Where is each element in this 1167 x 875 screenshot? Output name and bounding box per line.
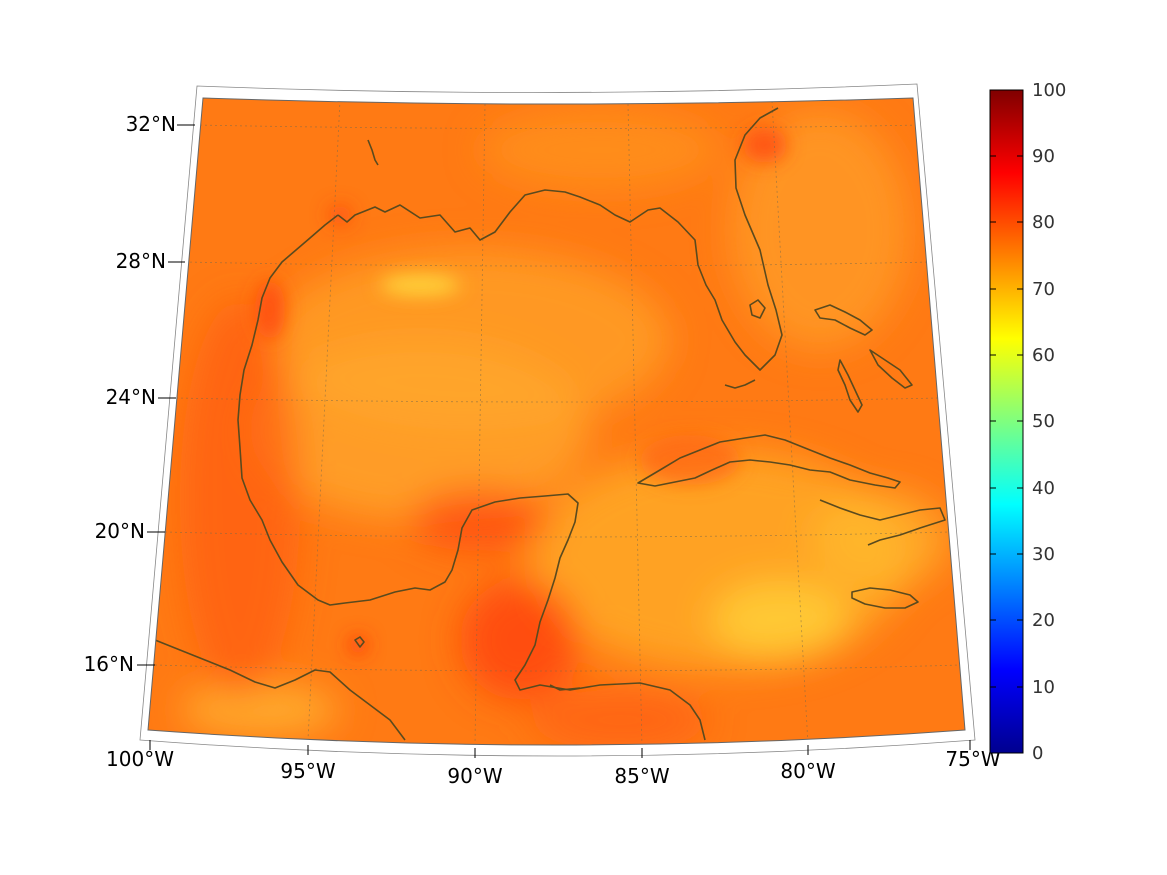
map-frame-outer [139,83,976,757]
latitude-labels: 32°N 28°N 24°N 20°N 16°N [84,112,176,676]
graticule [154,99,961,745]
lat-label-32: 32°N [126,112,176,136]
colorbar-tick-labels: 100 90 80 70 60 50 40 30 20 10 0 [1032,80,1066,764]
colorbar-ticks [990,155,1023,688]
colorbar-label-10: 10 [1032,677,1055,698]
colorbar: 100 90 80 70 60 50 40 30 20 10 0 [989,80,1066,764]
lon-label-100: 100°W [106,747,174,771]
lon-label-90: 90°W [447,764,502,788]
colorbar-label-20: 20 [1032,610,1055,631]
colorbar-label-40: 40 [1032,478,1055,499]
colorbar-label-60: 60 [1032,345,1055,366]
map-field [148,98,965,745]
colorbar-label-30: 30 [1032,544,1055,565]
coastlines [154,107,946,741]
lon-label-95: 95°W [280,759,335,783]
map-frame [147,97,966,746]
lat-label-20: 20°N [95,519,145,543]
lon-label-85: 85°W [614,764,669,788]
lat-label-24: 24°N [106,385,156,409]
lon-label-80: 80°W [780,759,835,783]
colorbar-label-90: 90 [1032,146,1055,167]
longitude-labels: 100°W 95°W 90°W 85°W 80°W 75°W [106,747,1001,788]
colorbar-label-0: 0 [1032,743,1043,764]
lat-label-28: 28°N [116,249,166,273]
lat-label-16: 16°N [84,652,134,676]
colorbar-label-100: 100 [1032,80,1066,101]
colorbar-label-80: 80 [1032,212,1055,233]
colorbar-label-50: 50 [1032,411,1055,432]
axis-ticks [137,124,971,758]
colorbar-label-70: 70 [1032,279,1055,300]
